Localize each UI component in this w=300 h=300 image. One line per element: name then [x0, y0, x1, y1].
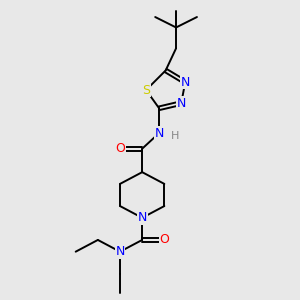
Text: N: N	[181, 76, 190, 89]
Text: N: N	[115, 245, 125, 258]
Text: O: O	[115, 142, 125, 155]
Text: N: N	[177, 97, 186, 110]
Text: N: N	[154, 127, 164, 140]
Text: H: H	[171, 131, 179, 141]
Text: O: O	[159, 233, 169, 246]
Text: S: S	[142, 83, 150, 97]
Text: N: N	[137, 211, 147, 224]
